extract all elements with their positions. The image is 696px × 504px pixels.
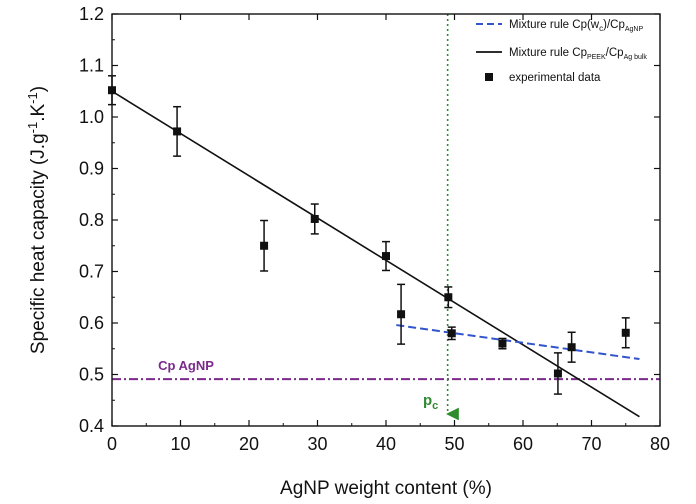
y-tick-label-0.9: 0.9	[79, 159, 104, 179]
x-tick-label-60: 60	[513, 434, 533, 454]
y-tick-label-0.5: 0.5	[79, 365, 104, 385]
y-tick-label-1: 1.0	[79, 107, 104, 127]
y-tick-label-0.4: 0.4	[79, 416, 104, 436]
y-axis-title: Specific heat capacity (J.g-1.K-1)	[25, 86, 49, 354]
percolation-annotation-main: p	[423, 392, 432, 409]
x-tick-label-0: 0	[107, 434, 117, 454]
legend-label-mixture-bulk-a: Mixture rule Cp	[509, 47, 587, 59]
y-axis-title-unit: .K	[28, 104, 49, 122]
legend-label-mixture-bulk-c: /Cp	[606, 47, 624, 59]
y-axis-title-main: Specific heat capacity (J.g	[28, 133, 49, 354]
y-tick-label-0.7: 0.7	[79, 262, 104, 282]
x-tick-label-20: 20	[239, 434, 259, 454]
reference-lines	[112, 14, 660, 421]
y-axis-title-close: )	[28, 86, 49, 92]
legend-label-mixture-agnp: Mixture rule Cp(wc)/CpAgNP	[509, 19, 643, 33]
y-axis-title-exp2: -1	[25, 92, 40, 104]
x-tick-label-80: 80	[650, 434, 670, 454]
data-point-4	[382, 252, 390, 261]
x-tick-label-40: 40	[376, 434, 396, 454]
data-point-9	[553, 369, 562, 378]
x-axis-title: AgNP weight content (%)	[280, 478, 492, 499]
x-tick-label-50: 50	[444, 434, 464, 454]
data-point-2	[260, 241, 269, 250]
x-tick-label-70: 70	[581, 434, 601, 454]
y-axis-ticks: 0.4 0.5 0.6 0.7 0.8 0.9 1.0 1.1 1.2	[79, 4, 660, 436]
data-point-10	[567, 343, 576, 352]
model-lines	[111, 90, 640, 418]
cp-agnp-annotation: Cp AgNP	[158, 358, 214, 373]
legend-label-mixture-agnp-b: c	[599, 24, 603, 33]
data-point-11	[621, 328, 630, 337]
data-point-1	[173, 127, 182, 136]
data-point-6	[444, 293, 453, 302]
legend: Mixture rule Cp(wc)/CpAgNP Mixture rule …	[476, 19, 647, 84]
legend-label-mixture-agnp-a: Mixture rule Cp(w	[509, 19, 600, 31]
y-tick-label-1.1: 1.1	[79, 56, 104, 76]
legend-swatch-experimental	[485, 73, 493, 81]
legend-label-mixture-bulk-b: PEEK	[587, 54, 606, 61]
legend-label-mixture-agnp-d: AgNP	[625, 26, 644, 33]
data-point-8	[498, 339, 507, 348]
percolation-annotation: pc	[423, 392, 438, 412]
legend-label-mixture-bulk: Mixture rule CpPEEK/CpAg bulk	[509, 47, 647, 61]
data-points	[108, 75, 630, 395]
mixture-rule-bulk-line	[111, 90, 640, 418]
data-point-5	[397, 310, 406, 319]
legend-label-mixture-agnp-c: )/Cp	[603, 19, 625, 31]
legend-label-mixture-bulk-d: Ag bulk	[624, 54, 648, 61]
x-tick-label-10: 10	[170, 434, 190, 454]
mixture-rule-agnp-line	[396, 324, 640, 361]
y-tick-label-0.8: 0.8	[79, 210, 104, 230]
y-tick-label-0.6: 0.6	[79, 313, 104, 333]
x-tick-label-30: 30	[307, 434, 327, 454]
percolation-annotation-sub: c	[432, 400, 438, 412]
y-tick-label-1.2: 1.2	[79, 4, 104, 24]
legend-label-experimental: experimental data	[509, 72, 601, 84]
data-point-7	[447, 329, 456, 338]
data-point-3	[310, 214, 319, 223]
y-axis-title-exp1: -1	[25, 122, 40, 134]
x-axis-ticks: 0 10 20 30 40 50 60 70 80	[107, 14, 670, 454]
